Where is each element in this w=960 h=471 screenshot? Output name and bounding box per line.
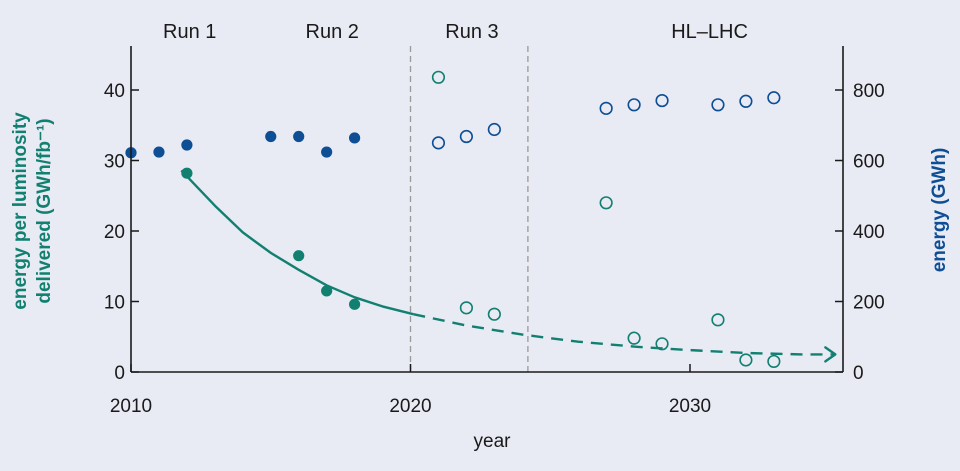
data-point-left-open [487, 307, 501, 321]
period-dividers [409, 46, 529, 372]
data-point-left-filled [181, 167, 193, 179]
data-point-right-open [655, 93, 669, 108]
data-point-right-filled [153, 146, 165, 158]
data-point-left-open [627, 331, 641, 345]
x-tick-label: 2010 [110, 396, 152, 417]
trend-arrowhead [824, 346, 837, 363]
y-left-axis-label: energy per luminosity delivered (GWh/fb⁻¹… [10, 112, 55, 310]
run-label-2: Run 2 [306, 21, 359, 43]
run-label-4: HL–LHC [671, 21, 748, 43]
data-point-right-open [487, 122, 501, 137]
y-right-tick-label: 200 [853, 293, 885, 314]
y-left-tick-label: 0 [114, 363, 125, 384]
data-point-right-open [627, 98, 641, 112]
trend-curve [180, 169, 837, 363]
data-point-left-filled [321, 285, 333, 297]
data-point-right-filled [321, 146, 333, 158]
data-point-left-filled [349, 298, 361, 310]
y-left-tick-label: 10 [104, 293, 125, 314]
data-point-left-open [431, 70, 446, 84]
y-right-tick-label: 800 [853, 81, 885, 102]
y-left-tick-label: 20 [104, 222, 125, 243]
data-point-right-open [767, 91, 781, 105]
trend-solid-line [180, 169, 414, 316]
axis-labels: Run 1 Run 2 Run 3 HL–LHC year energy per lumi… [10, 21, 950, 452]
y-left-axis-label-line-1: energy per luminosity [10, 112, 31, 310]
data-point-right-filled [181, 139, 193, 151]
data-point-right-open [711, 98, 725, 112]
y-left-axis-label-line-2: delivered (GWh/fb⁻¹) [34, 118, 55, 303]
y-right-tick-label: 0 [853, 363, 864, 384]
data-point-left-open [767, 354, 781, 369]
run-label-1: Run 1 [163, 21, 216, 43]
data-point-right-filled [265, 130, 277, 143]
data-point-right-filled [349, 132, 361, 144]
run-label-3: Run 3 [445, 21, 498, 43]
data-point-left-open [599, 196, 613, 210]
y-right-axis-label: energy (GWh) [929, 148, 950, 273]
data-point-right-open [459, 129, 474, 144]
y-left-tick-label: 40 [104, 81, 125, 102]
x-axis-label: year [474, 431, 512, 452]
x-tick-label: 2030 [669, 396, 711, 417]
data-point-right-open [599, 101, 613, 115]
x-tick-label: 2020 [389, 396, 431, 417]
y-left-tick-label: 30 [104, 152, 125, 173]
data-point-right-open [431, 136, 446, 150]
data-point-right-filled [293, 130, 305, 143]
data-point-right-open [739, 94, 753, 108]
data-point-left-open [655, 337, 669, 351]
trend-dashed-line [413, 313, 836, 356]
data-point-left-open [739, 353, 753, 367]
data-point-left-filled [293, 250, 305, 262]
data-point-left-open [459, 301, 474, 315]
y-right-tick-label: 600 [853, 152, 885, 173]
data-point-left-open [711, 313, 725, 327]
y-right-tick-label: 400 [853, 222, 885, 243]
data-points [125, 70, 781, 369]
